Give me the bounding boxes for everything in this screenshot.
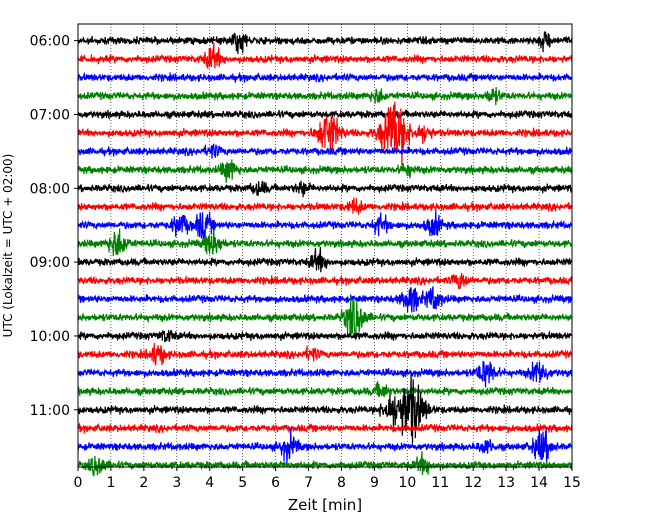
trace-0930 bbox=[77, 286, 573, 313]
x-tick-label: 7 bbox=[304, 475, 313, 491]
x-tick-label: 10 bbox=[398, 475, 416, 491]
x-tick-label: 1 bbox=[106, 475, 115, 491]
plot-frame bbox=[77, 23, 573, 468]
y-tick-label: 06:00 bbox=[30, 34, 70, 50]
trace-0900 bbox=[77, 246, 573, 273]
trace-0945 bbox=[77, 296, 573, 341]
trace-0745 bbox=[77, 159, 573, 183]
y-axis-ticks: 06:00 07:00 08:00 09:00 10:00 11:00 bbox=[30, 34, 78, 419]
trace-1000 bbox=[77, 329, 573, 343]
trace-0630 bbox=[77, 71, 573, 83]
x-tick-label: 8 bbox=[337, 475, 346, 491]
trace-1100 bbox=[77, 371, 573, 444]
trace-0845 bbox=[77, 228, 573, 256]
trace-1145 bbox=[77, 451, 573, 477]
y-tick-label: 07:00 bbox=[30, 107, 70, 123]
trace-0830 bbox=[77, 209, 573, 243]
y-tick-label: 08:00 bbox=[30, 181, 70, 197]
trace-0600 bbox=[77, 31, 573, 54]
y-tick-label: 09:00 bbox=[30, 255, 70, 271]
seismic-traces bbox=[77, 31, 573, 477]
trace-1115 bbox=[77, 422, 573, 434]
y-tick-label: 11:00 bbox=[30, 403, 70, 419]
x-tick-label: 12 bbox=[464, 475, 482, 491]
trace-1130 bbox=[77, 427, 573, 465]
x-tick-label: 13 bbox=[497, 475, 515, 491]
y-axis-label: UTC (Lokalzeit = UTC + 02:00) bbox=[1, 154, 15, 338]
x-axis-ticks: 0 1 2 3 4 5 6 7 8 9 10 11 12 13 14 15 bbox=[74, 467, 581, 491]
x-tick-label: 4 bbox=[205, 475, 214, 491]
x-tick-label: 6 bbox=[271, 475, 280, 491]
x-tick-label: 11 bbox=[431, 475, 449, 491]
trace-0615 bbox=[77, 42, 573, 69]
x-tick-label: 15 bbox=[563, 475, 581, 491]
x-tick-label: 9 bbox=[370, 475, 379, 491]
trace-0915 bbox=[77, 272, 573, 290]
trace-0730 bbox=[77, 143, 573, 159]
trace-0800 bbox=[77, 180, 573, 198]
trace-1015 bbox=[77, 342, 573, 366]
x-tick-label: 5 bbox=[238, 475, 247, 491]
trace-0645 bbox=[77, 87, 573, 106]
trace-0715 bbox=[77, 101, 573, 166]
y-tick-label: 10:00 bbox=[30, 329, 70, 345]
trace-0815 bbox=[77, 197, 573, 215]
x-tick-label: 2 bbox=[139, 475, 148, 491]
x-tick-label: 14 bbox=[530, 475, 548, 491]
trace-0700 bbox=[77, 108, 573, 121]
trace-1045 bbox=[77, 380, 573, 398]
x-tick-label: 0 bbox=[74, 475, 83, 491]
x-axis-label: Zeit [min] bbox=[288, 496, 362, 514]
trace-1030 bbox=[77, 361, 573, 388]
x-tick-label: 3 bbox=[172, 475, 181, 491]
